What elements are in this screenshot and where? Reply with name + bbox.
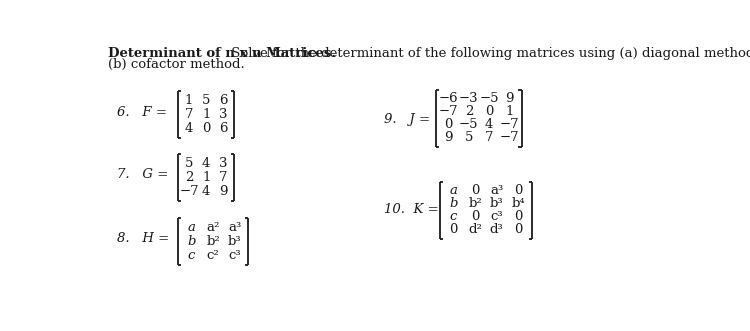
Text: b²: b² — [468, 197, 482, 210]
Text: 8.   H =: 8. H = — [117, 232, 170, 245]
Text: 6.   F =: 6. F = — [117, 106, 167, 119]
Text: 1: 1 — [202, 171, 210, 184]
Text: 10.  K =: 10. K = — [384, 203, 439, 215]
Text: Determinant of n x n Matrices.: Determinant of n x n Matrices. — [108, 47, 336, 61]
Text: 7: 7 — [184, 108, 194, 121]
Text: −7: −7 — [439, 105, 458, 118]
Text: 0: 0 — [202, 122, 210, 135]
Text: 3: 3 — [219, 157, 227, 170]
Text: 6: 6 — [219, 122, 227, 135]
Text: 0: 0 — [471, 184, 479, 197]
Text: 1: 1 — [505, 105, 513, 118]
Text: 3: 3 — [219, 108, 227, 121]
Text: −5: −5 — [479, 92, 499, 105]
Text: 9.   J =: 9. J = — [384, 113, 430, 125]
Text: −7: −7 — [500, 131, 519, 144]
Text: b: b — [188, 235, 196, 248]
Text: c: c — [450, 210, 457, 223]
Text: 4: 4 — [202, 157, 210, 170]
Text: c³: c³ — [229, 249, 241, 262]
Text: 0: 0 — [445, 118, 453, 131]
Text: 0: 0 — [514, 184, 523, 197]
Text: d³: d³ — [490, 223, 504, 236]
Text: 1: 1 — [202, 108, 210, 121]
Text: −6: −6 — [439, 92, 458, 105]
Text: d²: d² — [468, 223, 482, 236]
Text: 9: 9 — [445, 131, 453, 144]
Text: 5: 5 — [202, 94, 210, 107]
Text: 7: 7 — [219, 171, 227, 184]
Text: 4: 4 — [185, 122, 194, 135]
Text: 0: 0 — [514, 223, 523, 236]
Text: 7.   G =: 7. G = — [117, 168, 168, 181]
Text: b: b — [449, 197, 458, 210]
Text: b⁴: b⁴ — [512, 197, 525, 210]
Text: a³: a³ — [228, 221, 242, 234]
Text: 4: 4 — [202, 185, 210, 198]
Text: 5: 5 — [185, 157, 194, 170]
Text: c²: c² — [207, 249, 220, 262]
Text: 4: 4 — [484, 118, 494, 131]
Text: 5: 5 — [465, 131, 473, 144]
Text: 7: 7 — [484, 131, 494, 144]
Text: b²: b² — [206, 235, 220, 248]
Text: a²: a² — [206, 221, 220, 234]
Text: −7: −7 — [500, 118, 519, 131]
Text: 0: 0 — [449, 223, 458, 236]
Text: a: a — [449, 184, 458, 197]
Text: −5: −5 — [459, 118, 478, 131]
Text: 2: 2 — [465, 105, 473, 118]
Text: 2: 2 — [185, 171, 194, 184]
Text: a: a — [188, 221, 195, 234]
Text: 0: 0 — [471, 210, 479, 223]
Text: 0: 0 — [514, 210, 523, 223]
Text: 6: 6 — [219, 94, 227, 107]
Text: −3: −3 — [459, 92, 478, 105]
Text: 0: 0 — [484, 105, 494, 118]
Text: b³: b³ — [228, 235, 242, 248]
Text: 9: 9 — [505, 92, 514, 105]
Text: 1: 1 — [185, 94, 194, 107]
Text: c: c — [188, 249, 195, 262]
Text: −7: −7 — [179, 185, 199, 198]
Text: 9: 9 — [219, 185, 227, 198]
Text: (b) cofactor method.: (b) cofactor method. — [108, 58, 244, 71]
Text: Solve for the determinant of the following matrices using (a) diagonal method an: Solve for the determinant of the followi… — [227, 47, 750, 61]
Text: b³: b³ — [490, 197, 503, 210]
Text: a³: a³ — [490, 184, 503, 197]
Text: c³: c³ — [490, 210, 503, 223]
